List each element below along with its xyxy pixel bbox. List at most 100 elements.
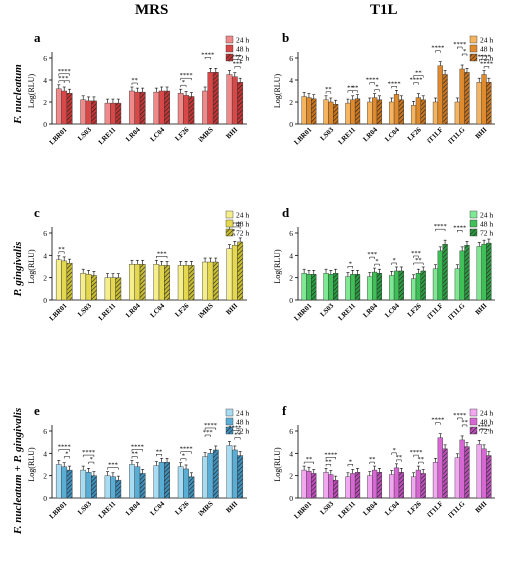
bar-f-LS03-2: [333, 479, 339, 499]
bar-e-LBR01-2: [66, 469, 73, 499]
x-tick-label-c: LF26: [174, 301, 191, 318]
bar-f-LS03-1: [328, 474, 334, 499]
bar-b-iT1LF-1: [437, 65, 443, 125]
sig-label-a: ****: [201, 51, 214, 58]
legend-swatch-c-1: [225, 219, 234, 228]
sig-label-a: **: [58, 75, 65, 82]
bar-f-LC04-0: [389, 474, 395, 499]
sig-label-e: ****: [82, 449, 95, 456]
y-tick-label-f: 4: [289, 449, 293, 458]
legend-label-f-0: 24 h: [480, 409, 493, 418]
legend-swatch-a-0: [225, 35, 234, 44]
sig-label-f: ****: [409, 449, 422, 456]
y-tick-label-d: 6: [289, 229, 293, 238]
bar-d-LS03-2: [333, 273, 339, 301]
bar-f-LF26-1: [415, 469, 421, 499]
legend-swatch-b-0: [469, 35, 478, 44]
bar-c-LRE11-0: [104, 277, 111, 301]
sig-label-e: ***: [108, 462, 118, 469]
y-tick-label-b: 6: [289, 54, 293, 63]
bar-a-LBR01-2: [66, 92, 73, 125]
sig-label-d: ****: [434, 223, 447, 230]
x-tick-label-b: iT1LG: [447, 125, 467, 145]
bar-b-BHI-1: [481, 74, 487, 125]
bar-d-LC04-0: [389, 275, 395, 301]
bar-f-LBR01-2: [311, 473, 317, 499]
bar-e-LS03-1: [85, 472, 92, 499]
y-tick-label-a: 0: [43, 120, 47, 129]
bar-e-LF26-2: [188, 476, 195, 499]
x-tick-label-d: LRE11: [337, 301, 358, 322]
bar-d-iT1LF-0: [432, 268, 439, 301]
bar-b-LS03-2: [333, 103, 339, 125]
sig-label-a: ****: [58, 68, 71, 75]
y-tick-label-e: 6: [43, 427, 47, 436]
y-tick-label-c: 0: [43, 296, 47, 305]
bar-d-LRE11-0: [345, 276, 351, 301]
x-tick-label-c: BHI: [224, 302, 239, 317]
bar-f-LR04-0: [367, 475, 373, 499]
x-tick-label-b: LC04: [383, 125, 401, 143]
bar-e-LS03-0: [80, 469, 87, 499]
bar-d-iT1LF-1: [437, 250, 443, 301]
bar-c-LC04-1: [158, 265, 165, 301]
y-tick-label-f: 0: [289, 494, 293, 503]
bar-b-iT1LG-2: [464, 72, 470, 125]
legend-swatch-d-1: [469, 219, 478, 228]
bar-c-LR04-2: [139, 264, 146, 301]
bar-f-iT1LF-0: [432, 462, 439, 499]
bar-b-LF26-2: [420, 99, 426, 125]
y-tick-label-b: 0: [289, 120, 293, 129]
bar-d-LBR01-2: [311, 274, 317, 301]
sig-label-f: **: [461, 419, 468, 426]
legend-swatch-f-2: [469, 426, 478, 435]
x-tick-label-d: iT1LG: [447, 301, 467, 321]
bar-d-iT1LG-1: [459, 250, 465, 301]
x-tick-label-e: LF26: [174, 499, 191, 516]
bar-a-LR04-2: [139, 91, 146, 125]
sig-label-a: *: [65, 75, 68, 82]
y-tick-label-d: 4: [289, 251, 293, 260]
bar-d-LRE11-1: [350, 274, 356, 301]
y-tick-label-e: 2: [43, 472, 47, 481]
x-tick-label-a: LRE11: [97, 125, 118, 146]
y-tick-label-a: 2: [43, 98, 47, 107]
bar-c-BHI-0: [226, 248, 233, 301]
bar-c-LS03-0: [80, 273, 87, 301]
legend-swatch-b-2: [469, 53, 478, 62]
bar-e-LC04-2: [164, 462, 170, 499]
bar-c-LBR01-0: [55, 259, 62, 301]
bar-f-LF26-2: [420, 473, 426, 499]
y-tick-label-c: 2: [43, 274, 47, 283]
sig-label-a: ****: [180, 72, 193, 79]
bar-e-LF26-1: [183, 468, 189, 499]
bar-b-LRE11-0: [345, 102, 351, 125]
legend-label-a-1: 48 h: [236, 45, 249, 54]
bar-a-LF26-0: [177, 92, 184, 125]
bar-b-LS03-0: [323, 99, 329, 125]
bar-a-LR04-0: [129, 90, 135, 125]
sig-label-a: *: [182, 79, 185, 86]
bar-d-LF26-2: [420, 270, 426, 301]
bar-e-LR04-0: [129, 464, 135, 499]
bar-b-iT1LG-0: [454, 101, 460, 125]
x-tick-label-d: LF26: [406, 301, 423, 318]
sig-label-e: *: [90, 456, 93, 463]
y-axis-label-b: Log(RLU): [273, 74, 282, 109]
x-tick-label-e: BHI: [224, 500, 239, 515]
bar-f-LRE11-0: [345, 476, 351, 499]
legend-label-c-2: 72 h: [236, 229, 249, 238]
sig-label-c: **: [58, 246, 65, 253]
sig-label-f: *: [349, 458, 352, 465]
x-tick-label-b: LRE11: [337, 125, 358, 146]
bar-f-LC04-2: [398, 472, 404, 499]
bar-f-iT1LG-1: [459, 439, 465, 499]
bar-c-LR04-0: [129, 264, 135, 301]
legend-label-e-2: 72 h: [236, 427, 249, 436]
y-axis-label-a: Log(RLU): [27, 74, 36, 109]
bar-e-LR04-1: [134, 466, 141, 499]
bar-c-LF26-0: [177, 265, 184, 301]
legend-swatch-a-1: [225, 44, 234, 53]
sig-label-e: **: [156, 448, 163, 455]
y-tick-label-a: 6: [43, 54, 47, 63]
